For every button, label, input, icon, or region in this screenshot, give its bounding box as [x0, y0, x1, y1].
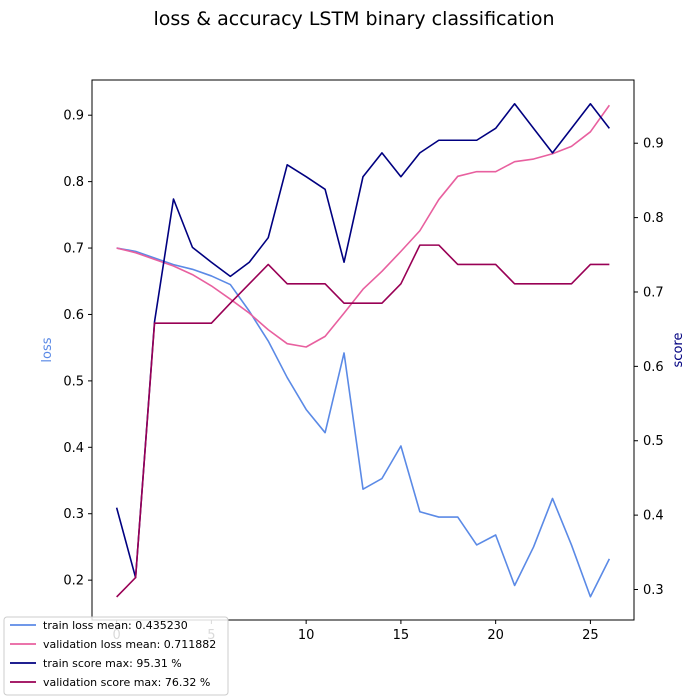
y-right-tick-label: 0.5 — [643, 434, 664, 449]
series-line-0 — [116, 247, 611, 598]
y-right-tick-label: 0.9 — [643, 137, 664, 152]
y-left-tick-label: 0.3 — [63, 507, 84, 522]
y-right-tick-label: 0.7 — [643, 285, 664, 300]
y-axis-right-label: score — [671, 333, 686, 368]
series-lines — [115, 103, 611, 598]
y-right-tick-label: 0.3 — [643, 583, 664, 598]
y-right-tick-label: 0.6 — [643, 360, 664, 375]
x-tick-label: 15 — [393, 628, 410, 643]
series-line-1 — [116, 104, 611, 348]
series-line-3 — [116, 244, 610, 598]
plot-frame — [91, 79, 635, 621]
y-left-tick-label: 0.7 — [63, 242, 84, 257]
legend: train loss mean: 0.435230 validation loss… — [3, 616, 229, 696]
y-right-tick-label: 0.4 — [643, 509, 664, 524]
y-left-tick-label: 0.4 — [63, 441, 84, 456]
legend-label-3: validation score max: 76.32 % — [43, 676, 210, 689]
y-axis-right: 0.3 0.4 0.5 0.6 0.7 0.8 0.9 — [634, 137, 664, 598]
y-left-tick-label: 0.9 — [63, 109, 84, 124]
y-left-tick-label: 0.8 — [63, 175, 84, 190]
legend-box — [3, 616, 229, 696]
legend-label-0: train loss mean: 0.435230 — [43, 619, 188, 632]
y-left-tick-label: 0.2 — [63, 574, 84, 589]
y-axis-left-label: loss — [40, 337, 55, 362]
y-right-tick-label: 0.8 — [643, 211, 664, 226]
y-left-tick-label: 0.6 — [63, 308, 84, 323]
y-axis-left: 0.2 0.3 0.4 0.5 0.6 0.7 0.8 0.9 — [63, 109, 92, 589]
x-tick-label: 10 — [298, 628, 315, 643]
y-left-tick-label: 0.5 — [63, 374, 84, 389]
legend-label-2: train score max: 95.31 % — [43, 657, 182, 670]
x-tick-label: 25 — [582, 628, 599, 643]
chart-title: loss & accuracy LSTM binary classificati… — [153, 8, 554, 30]
x-tick-label: 20 — [487, 628, 504, 643]
series-line-2 — [115, 103, 610, 579]
legend-label-1: validation loss mean: 0.711882 — [43, 638, 216, 651]
